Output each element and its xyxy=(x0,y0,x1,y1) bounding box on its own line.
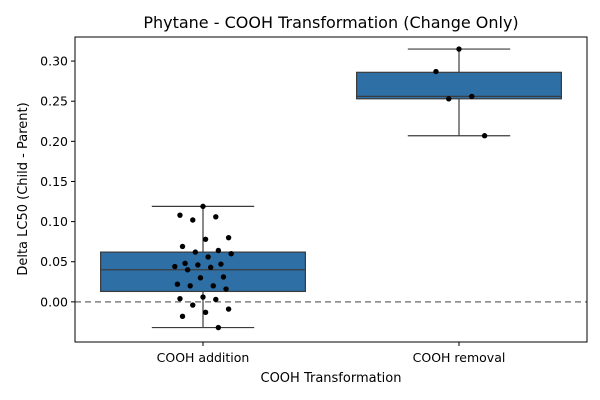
data-point xyxy=(179,313,186,320)
y-tick-label: 0.10 xyxy=(40,214,68,229)
data-point xyxy=(179,243,186,250)
data-point xyxy=(446,96,452,102)
data-point xyxy=(456,46,462,52)
data-point xyxy=(190,302,196,308)
data-point xyxy=(469,93,475,100)
data-point xyxy=(225,306,232,312)
data-point xyxy=(215,247,222,254)
data-point xyxy=(200,294,206,300)
data-point xyxy=(202,236,209,242)
chart-title: Phytane - COOH Transformation (Change On… xyxy=(143,13,518,32)
data-point xyxy=(182,260,188,267)
plot-area: 0.00 0.05 0.10 0.15 0.20 0.25 0.30 COOH additio… xyxy=(40,36,588,365)
data-point xyxy=(213,296,219,303)
y-tick-label: 0.05 xyxy=(40,254,68,269)
y-tick-label: 0.30 xyxy=(40,54,68,69)
data-point xyxy=(225,234,232,241)
x-axis-label: COOH Transformation xyxy=(261,371,402,386)
box xyxy=(99,251,307,293)
y-tick-label: 0.25 xyxy=(40,94,68,109)
y-tick-label: 0.15 xyxy=(40,174,68,189)
data-point xyxy=(220,274,227,280)
data-point xyxy=(218,261,224,267)
data-point xyxy=(228,251,234,257)
data-point xyxy=(187,283,193,289)
data-point xyxy=(177,212,183,218)
box-group xyxy=(99,203,307,331)
data-point xyxy=(190,217,196,223)
data-point xyxy=(172,263,178,270)
data-point xyxy=(202,309,209,316)
plot-frame xyxy=(74,36,588,343)
data-point xyxy=(177,295,183,302)
data-point xyxy=(210,283,216,289)
y-tick-label: 0.00 xyxy=(40,294,68,309)
data-point xyxy=(213,214,219,220)
data-point xyxy=(184,267,191,273)
data-point xyxy=(215,324,222,331)
data-point xyxy=(433,68,439,75)
x-tick-label: COOH removal xyxy=(413,350,506,365)
x-tick-label: COOH addition xyxy=(157,350,250,365)
y-axis-label: Delta LC50 (Child - Parent) xyxy=(16,102,31,275)
box-group xyxy=(356,46,563,139)
data-point xyxy=(207,264,214,271)
y-tick-label: 0.20 xyxy=(40,134,68,149)
data-point xyxy=(195,262,201,268)
data-point xyxy=(205,254,211,260)
data-point xyxy=(200,203,206,210)
data-point xyxy=(192,249,199,255)
data-point xyxy=(197,275,204,281)
data-point xyxy=(481,133,488,139)
data-point xyxy=(174,281,181,287)
data-point xyxy=(223,286,229,292)
box xyxy=(356,71,563,100)
